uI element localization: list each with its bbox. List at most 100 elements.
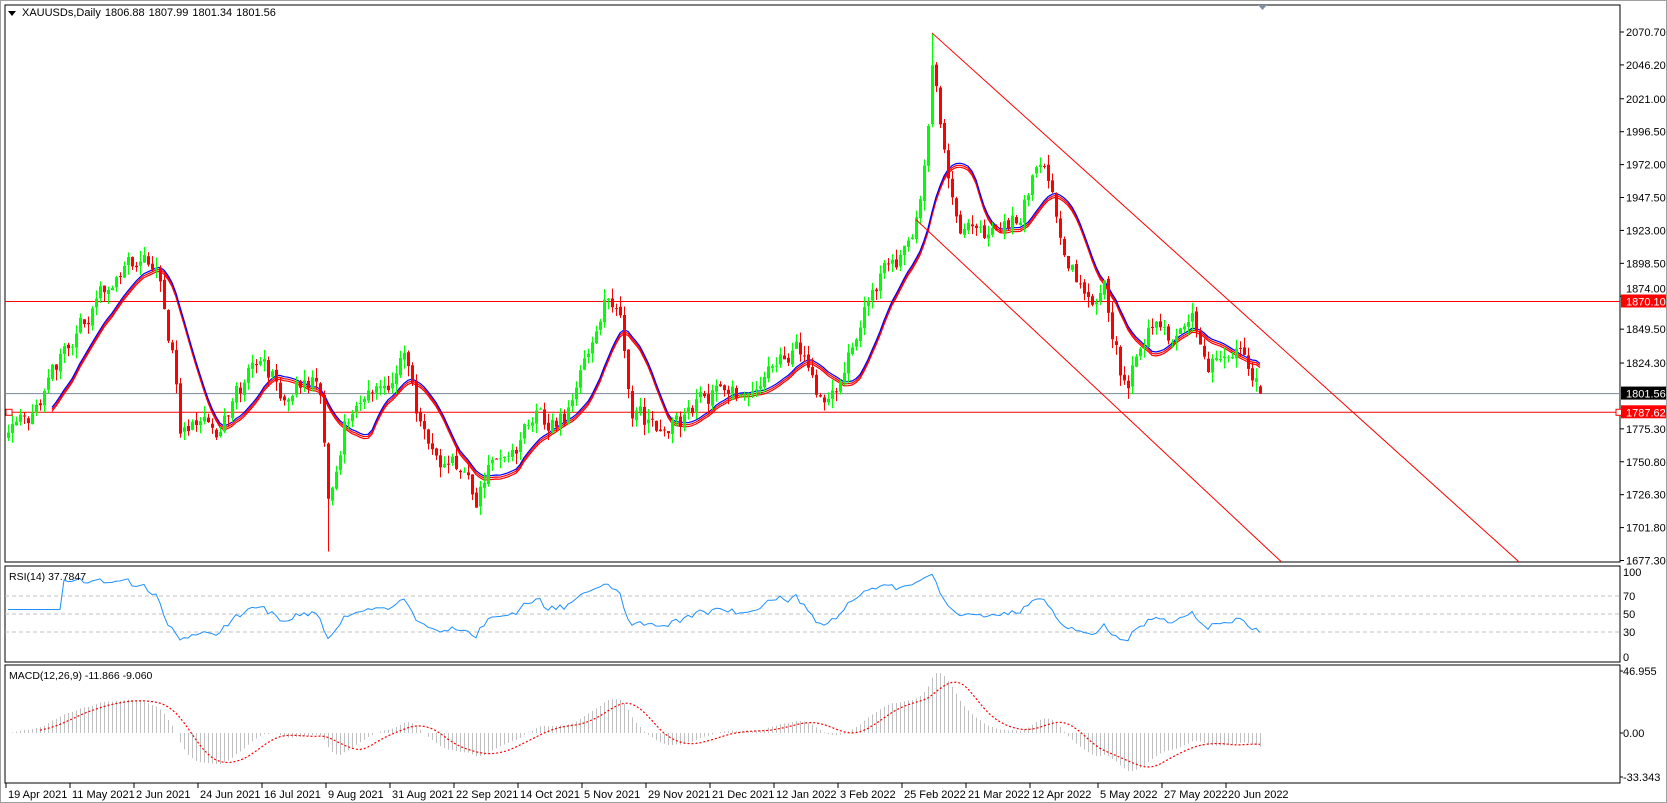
candle-body xyxy=(215,429,218,438)
date-tick-label: 3 Feb 2022 xyxy=(840,789,896,801)
candle xyxy=(979,220,982,234)
candle xyxy=(1079,274,1082,289)
candle xyxy=(135,261,138,272)
candle xyxy=(99,281,102,303)
candle-body xyxy=(1135,356,1138,367)
candle xyxy=(735,385,738,402)
candle-body xyxy=(959,214,962,234)
candle-body xyxy=(1195,311,1198,332)
candle-body xyxy=(363,398,366,403)
candle-body xyxy=(667,431,670,434)
candle xyxy=(803,345,806,362)
candle-body xyxy=(787,357,790,363)
candle xyxy=(571,393,574,413)
candle xyxy=(1259,384,1262,394)
candle-body xyxy=(395,373,398,385)
candle xyxy=(671,417,674,444)
dropdown-triangle-icon[interactable] xyxy=(8,10,16,16)
candle-body xyxy=(283,396,286,401)
candle-body xyxy=(227,415,230,417)
candle-body xyxy=(859,327,862,342)
candle xyxy=(243,379,246,402)
candle-body xyxy=(527,424,530,426)
main-pane-border xyxy=(4,4,1621,563)
candle xyxy=(603,289,606,328)
candle-body xyxy=(691,407,694,414)
candle xyxy=(943,118,946,154)
candle-body xyxy=(431,443,434,450)
candle xyxy=(399,350,402,378)
date-tick-label: 2 Jun 2021 xyxy=(136,789,190,801)
candle-body xyxy=(1063,239,1066,256)
candle-body xyxy=(1039,164,1042,167)
candle-body xyxy=(943,122,946,150)
candle-body xyxy=(903,245,906,256)
candle xyxy=(1019,218,1022,226)
candle xyxy=(35,399,38,417)
candle-body xyxy=(1175,335,1178,341)
candle-body xyxy=(11,423,14,433)
candle-body xyxy=(599,321,602,330)
date-tick-label: 12 Apr 2022 xyxy=(1032,789,1091,801)
ohlc-open: 1806.88 xyxy=(104,7,145,19)
candle-body xyxy=(839,381,842,392)
candle-body xyxy=(607,298,610,301)
candle-body xyxy=(1227,357,1230,359)
candle xyxy=(475,487,478,508)
candle-body xyxy=(147,256,150,265)
candle xyxy=(267,356,270,387)
candle-body xyxy=(907,240,910,247)
candle-body xyxy=(535,410,538,424)
candle xyxy=(431,433,434,455)
candle-body xyxy=(375,386,378,393)
candle xyxy=(539,407,542,410)
candle xyxy=(1127,375,1130,399)
candle xyxy=(1207,351,1210,373)
candle xyxy=(1027,193,1030,207)
candle xyxy=(483,472,486,499)
candle-body xyxy=(567,407,570,424)
candle-body xyxy=(747,393,750,397)
date-tick-label: 5 Nov 2021 xyxy=(584,789,640,801)
candle-body xyxy=(355,405,358,413)
candle-body xyxy=(263,359,266,362)
candle xyxy=(867,296,870,316)
candle xyxy=(1095,298,1098,315)
candle-body xyxy=(975,225,978,228)
candle xyxy=(95,290,98,316)
candle-body xyxy=(1163,326,1166,328)
chart-shift-marker-icon xyxy=(1258,5,1267,10)
candle xyxy=(923,159,926,211)
candle xyxy=(839,379,842,395)
candle-body xyxy=(159,267,162,282)
candle xyxy=(463,467,466,473)
candle xyxy=(811,357,814,378)
candle-body xyxy=(143,255,146,263)
date-tick-label: 11 May 2021 xyxy=(72,789,135,801)
candle-body xyxy=(1239,347,1242,349)
candle xyxy=(827,392,830,406)
candle-body xyxy=(727,389,730,395)
candle-body xyxy=(339,455,342,471)
candle xyxy=(31,404,34,425)
candle xyxy=(927,124,930,172)
candle xyxy=(751,381,754,399)
candle xyxy=(999,222,1002,233)
candle xyxy=(855,338,858,351)
candle-body xyxy=(39,403,42,406)
symbol-timeframe: XAUUSDs,Daily xyxy=(22,7,101,19)
candle xyxy=(279,377,282,401)
ma-lower-band-line xyxy=(51,166,1261,481)
candle-body xyxy=(327,443,330,499)
candle-body xyxy=(679,416,682,427)
candle-body xyxy=(515,449,518,454)
candle-body xyxy=(863,307,866,329)
candle-body xyxy=(1075,264,1078,283)
candle-body xyxy=(987,234,990,239)
candle-body xyxy=(103,285,106,293)
candle xyxy=(231,398,234,422)
candle-body xyxy=(1171,341,1174,343)
candle xyxy=(1247,347,1250,376)
candle xyxy=(503,456,506,463)
